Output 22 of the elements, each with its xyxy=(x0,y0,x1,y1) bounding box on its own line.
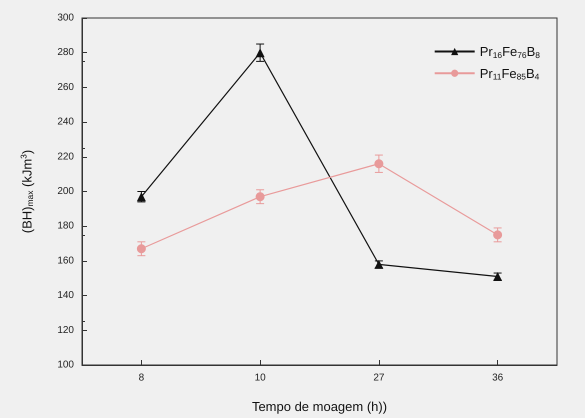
x-tick-label: 8 xyxy=(138,372,145,384)
x-tick-label: 10 xyxy=(254,372,266,384)
y-tick-label: 220 xyxy=(57,151,74,162)
point xyxy=(374,159,384,168)
y-tick-label: 180 xyxy=(57,220,74,232)
y-tick-label: 120 xyxy=(57,324,74,336)
point xyxy=(136,244,146,254)
point xyxy=(256,48,265,58)
y-tick-label: 100 xyxy=(57,360,74,370)
y-tick-label: 280 xyxy=(57,47,74,58)
x-axis-title: Tempo de moagem (h)) xyxy=(252,399,388,414)
y-tick-label: 140 xyxy=(57,290,74,302)
y-axis-title: (BH)max (kJm3) xyxy=(18,150,35,234)
y-tick-label: 300 xyxy=(57,12,74,24)
y-tick-label: 260 xyxy=(57,82,74,93)
y-tick-label: 200 xyxy=(57,186,74,197)
x-tick-label: 36 xyxy=(492,372,504,384)
y-tick-label: 240 xyxy=(57,116,74,128)
point xyxy=(493,230,502,240)
x-tick-label: 27 xyxy=(373,372,385,384)
point xyxy=(256,192,265,202)
y-tick-label: 160 xyxy=(57,255,74,266)
